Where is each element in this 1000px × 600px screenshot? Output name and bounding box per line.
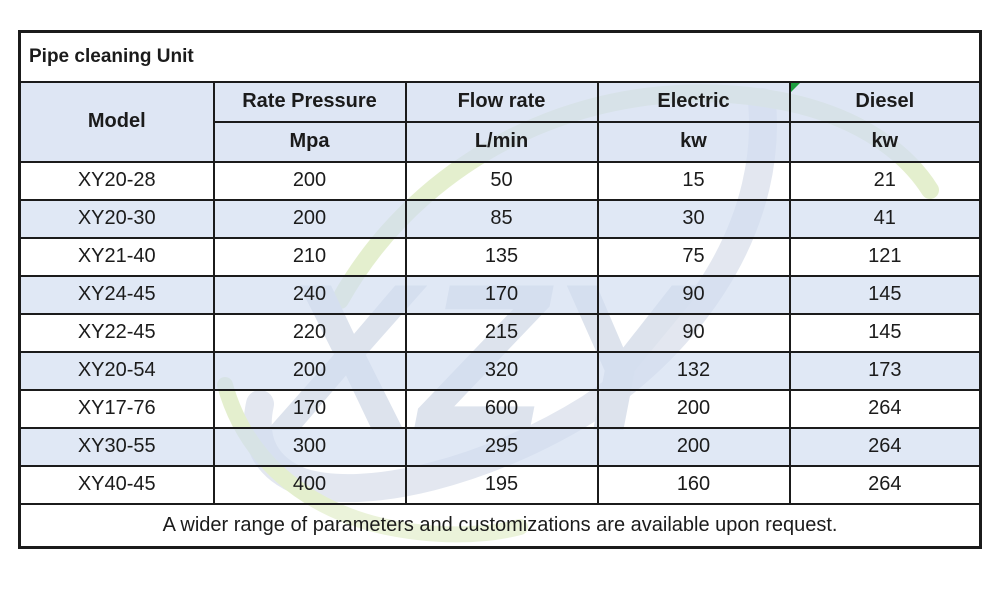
header-row-1: Model Rate Pressure Flow rate Electric D… [18, 80, 982, 163]
spec-table: Pipe cleaning Unit Model Rate Pressure F… [18, 30, 983, 549]
cell-mpa: 200 [212, 350, 407, 391]
cell-diesel: 21 [788, 160, 982, 201]
cell-mpa: 200 [212, 198, 407, 239]
cell-lmin: 215 [404, 312, 599, 353]
cell-diesel: 145 [788, 274, 982, 315]
cell-electric: 15 [596, 160, 791, 201]
table-title-row: Pipe cleaning Unit [18, 30, 982, 83]
cell-model: XY20-30 [18, 198, 215, 239]
cell-electric: 30 [596, 198, 791, 239]
cell-diesel: 264 [788, 388, 982, 429]
table-row: XY20-28 200 50 15 21 [18, 160, 982, 201]
cell-diesel: 145 [788, 312, 982, 353]
footer-note: A wider range of parameters and customiz… [18, 502, 982, 549]
cell-model: XY40-45 [18, 464, 215, 505]
cell-model: XY30-55 [18, 426, 215, 467]
cell-electric: 200 [596, 426, 791, 467]
col-header-diesel-label: Diesel [855, 90, 915, 112]
cell-electric: 132 [596, 350, 791, 391]
cell-diesel: 121 [788, 236, 982, 277]
col-header-flow-rate: Flow rate [404, 80, 599, 123]
cell-lmin: 85 [404, 198, 599, 239]
cell-mpa: 220 [212, 312, 407, 353]
unit-mpa: Mpa [212, 120, 407, 163]
cell-mpa: 400 [212, 464, 407, 505]
unit-diesel-kw: kw [788, 120, 982, 163]
cell-electric: 90 [596, 274, 791, 315]
col-header-diesel: Diesel [788, 80, 982, 123]
cell-lmin: 50 [404, 160, 599, 201]
col-header-rate-pressure: Rate Pressure [212, 80, 407, 123]
col-header-electric: Electric [596, 80, 791, 123]
cell-mpa: 170 [212, 388, 407, 429]
cell-lmin: 195 [404, 464, 599, 505]
cell-electric: 200 [596, 388, 791, 429]
cell-lmin: 295 [404, 426, 599, 467]
table-row: XY17-76 170 600 200 264 [18, 388, 982, 429]
cell-mpa: 210 [212, 236, 407, 277]
cell-model: XY21-40 [18, 236, 215, 277]
footer-row: A wider range of parameters and customiz… [18, 502, 982, 549]
unit-electric-kw: kw [596, 120, 791, 163]
cell-mpa: 240 [212, 274, 407, 315]
cell-electric: 90 [596, 312, 791, 353]
cell-lmin: 320 [404, 350, 599, 391]
cell-mpa: 300 [212, 426, 407, 467]
header-row-2: Mpa L/min kw kw [20, 120, 982, 163]
cell-model: XY20-54 [18, 350, 215, 391]
cell-electric: 160 [596, 464, 791, 505]
cell-electric: 75 [596, 236, 791, 277]
cell-model: XY17-76 [18, 388, 215, 429]
unit-lmin: L/min [404, 120, 599, 163]
cell-model: XY20-28 [18, 160, 215, 201]
comment-flag-icon [791, 83, 800, 92]
cell-mpa: 200 [212, 160, 407, 201]
table-title: Pipe cleaning Unit [18, 30, 982, 83]
table-row: XY21-40 210 135 75 121 [18, 236, 982, 277]
table-row: XY30-55 300 295 200 264 [18, 426, 982, 467]
cell-lmin: 135 [404, 236, 599, 277]
cell-lmin: 600 [404, 388, 599, 429]
cell-diesel: 41 [788, 198, 982, 239]
col-header-model: Model [18, 80, 215, 163]
table-row: XY24-45 240 170 90 145 [18, 274, 982, 315]
cell-lmin: 170 [404, 274, 599, 315]
table-row: XY40-45 400 195 160 264 [18, 464, 982, 505]
table-row: XY20-30 200 85 30 41 [18, 198, 982, 239]
table-row: XY20-54 200 320 132 173 [18, 350, 982, 391]
cell-model: XY22-45 [18, 312, 215, 353]
cell-diesel: 264 [788, 464, 982, 505]
cell-diesel: 264 [788, 426, 982, 467]
cell-model: XY24-45 [18, 274, 215, 315]
cell-diesel: 173 [788, 350, 982, 391]
table-row: XY22-45 220 215 90 145 [18, 312, 982, 353]
